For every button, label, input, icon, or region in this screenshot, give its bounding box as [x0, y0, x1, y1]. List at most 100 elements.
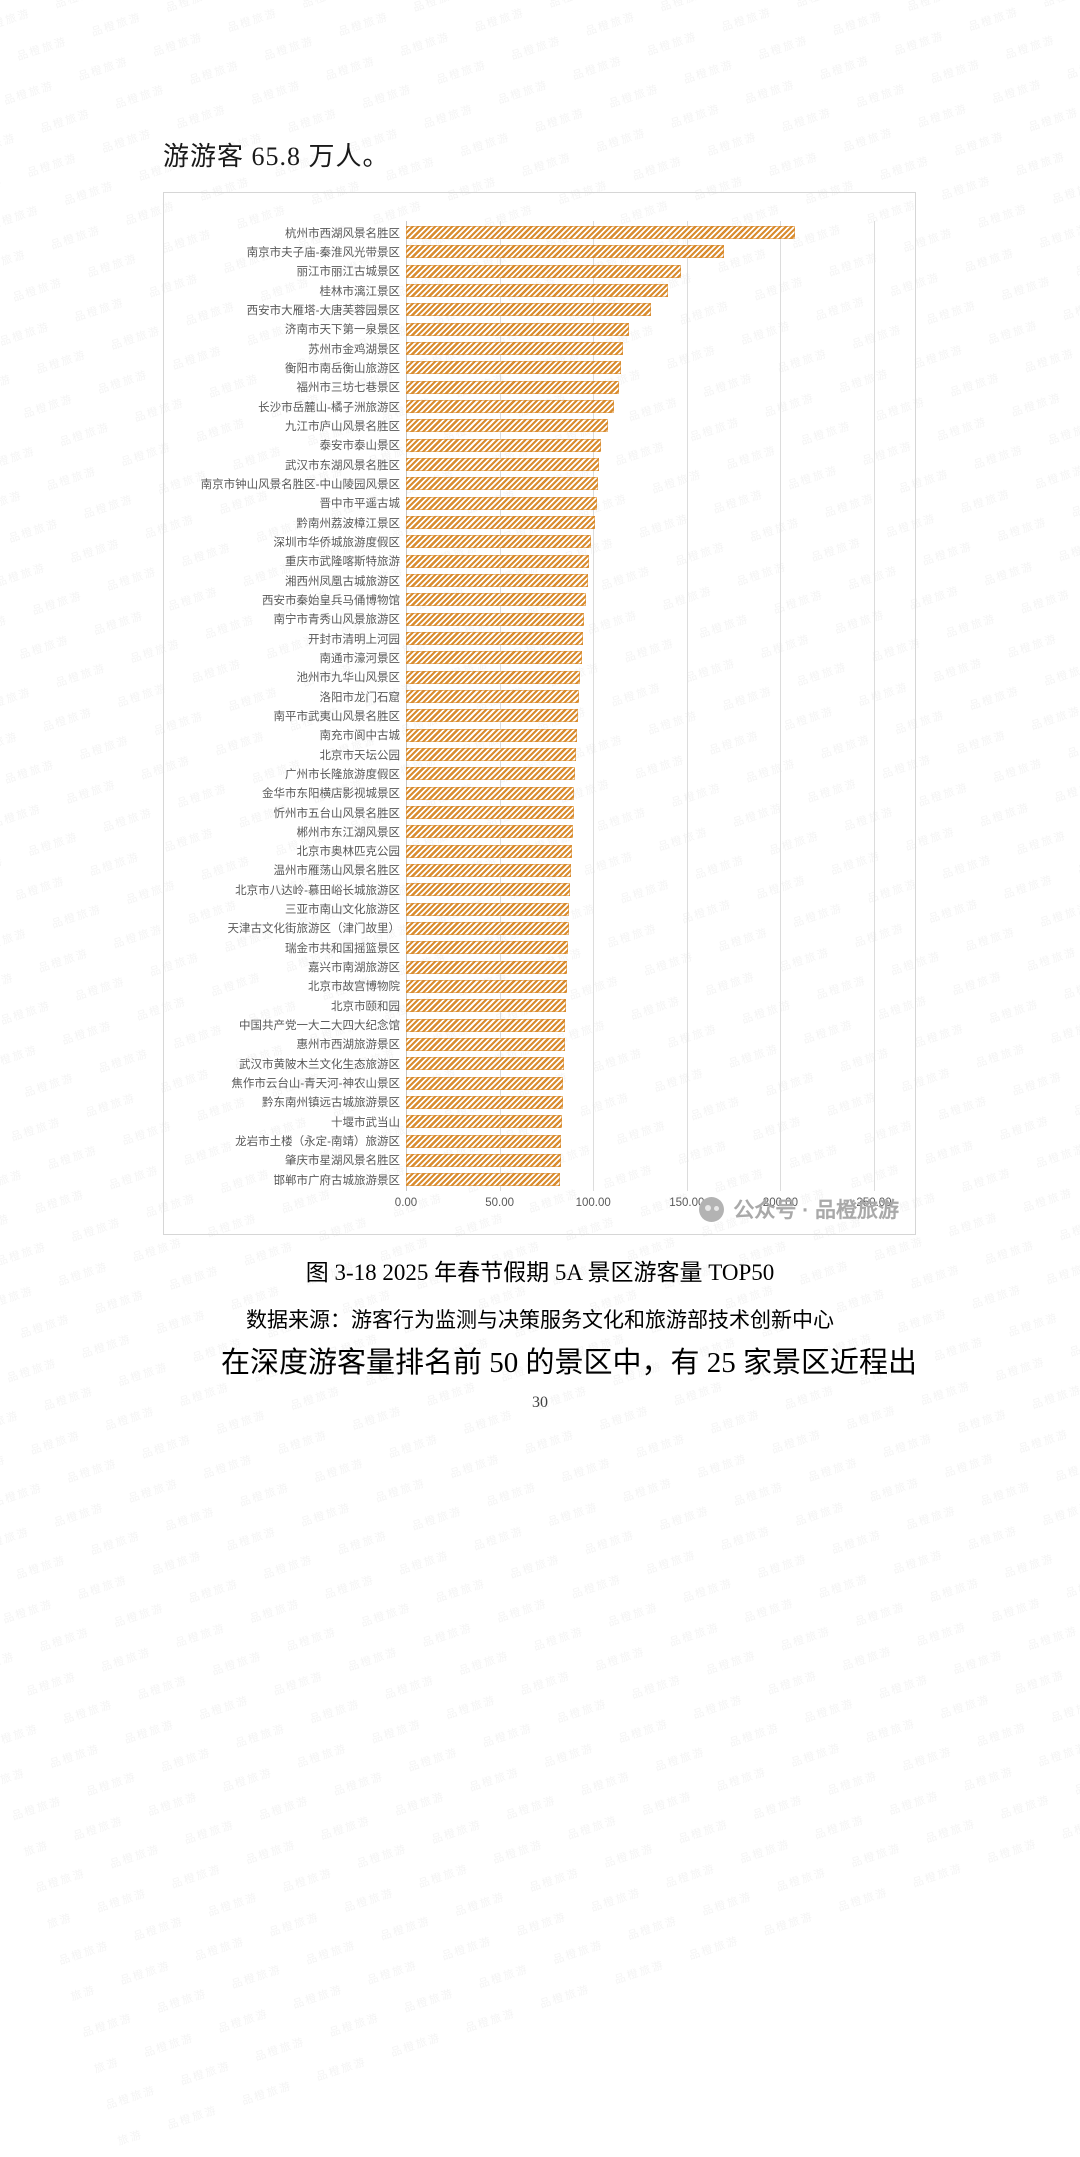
chart-row: 湘西州凤凰古城旅游区: [164, 571, 874, 590]
category-label: 北京市奥林匹克公园: [296, 846, 401, 859]
category-label: 十堰市武当山: [331, 1116, 400, 1129]
category-label: 湘西州凤凰古城旅游区: [285, 575, 400, 588]
x-tick-label: 100.00: [575, 1197, 611, 1209]
chart-row: 北京市奥林匹克公园: [164, 842, 874, 861]
category-label: 黔南州荔波樟江景区: [296, 517, 401, 530]
category-label: 西安市秦始皇兵马俑博物馆: [262, 594, 400, 607]
bar: [406, 361, 622, 375]
chart: 杭州市西湖风景名胜区 南京市夫子庙-秦淮风光带景区 丽江市丽江古城景区 桂林市漓江景区…: [163, 192, 916, 1235]
bar: [406, 380, 620, 394]
x-tick-label: 0.00: [394, 1197, 418, 1209]
bar-track: [406, 535, 874, 549]
bar: [406, 921, 569, 935]
bar-track: [406, 400, 874, 414]
bar: [406, 400, 614, 414]
chart-row: 九江市庐山风景名胜区: [164, 416, 874, 435]
bar-track: [406, 921, 874, 935]
category-label: 开封市清明上河园: [308, 633, 400, 646]
bar-track: [406, 748, 874, 762]
bar: [406, 1018, 566, 1032]
bar: [406, 844, 572, 858]
chart-row: 丽江市丽江古城景区: [164, 262, 874, 281]
bar: [406, 902, 569, 916]
bar: [406, 632, 583, 646]
category-label: 长沙市岳麓山-橘子洲旅游区: [258, 401, 400, 414]
bar-track: [406, 941, 874, 955]
chart-row: 南京市夫子庙-秦淮风光带景区: [164, 242, 874, 261]
chart-row: 苏州市金鸡湖景区: [164, 339, 874, 358]
bar-track: [406, 284, 874, 298]
category-label: 焦作市云台山-青天河-神农山景区: [231, 1078, 400, 1091]
bar: [406, 264, 682, 278]
category-label: 忻州市五台山风景名胜区: [273, 807, 401, 820]
chart-row: 邯郸市广府古城旅游景区: [164, 1170, 874, 1189]
bar-track: [406, 960, 874, 974]
bar-track: [406, 670, 874, 684]
category-label: 南京市钟山风景名胜区-中山陵园风景区: [200, 478, 400, 491]
chart-row: 南充市阆中古城: [164, 726, 874, 745]
chart-row: 惠州市西湖旅游景区: [164, 1035, 874, 1054]
chart-row: 北京市天坛公园: [164, 745, 874, 764]
category-label: 广州市长隆旅游度假区: [285, 768, 400, 781]
bar-track: [406, 728, 874, 742]
chart-row: 北京市故宫博物院: [164, 977, 874, 996]
bar-track: [406, 1115, 874, 1129]
chart-row: 广州市长隆旅游度假区: [164, 764, 874, 783]
bar: [406, 284, 669, 298]
bar: [406, 999, 567, 1013]
bar: [406, 690, 580, 704]
bar-track: [406, 1076, 874, 1090]
gridline: [406, 221, 407, 1191]
bar: [406, 1173, 561, 1187]
bar: [406, 458, 599, 472]
bar: [406, 670, 581, 684]
bar: [406, 728, 578, 742]
chart-row: 黔南州荔波樟江景区: [164, 513, 874, 532]
bar: [406, 303, 652, 317]
bar: [406, 554, 590, 568]
chart-row: 龙岩市土楼（永定-南靖）旅游区: [164, 1131, 874, 1150]
category-label: 泰安市泰山景区: [319, 440, 401, 453]
bar-track: [406, 1018, 874, 1032]
category-label: 武汉市东湖风景名胜区: [285, 459, 400, 472]
category-label: 龙岩市土楼（永定-南靖）旅游区: [235, 1136, 400, 1149]
category-label: 福州市三坊七巷景区: [296, 382, 401, 395]
category-label: 武汉市黄陂木兰文化生态旅游区: [239, 1058, 400, 1071]
bar-track: [406, 979, 874, 993]
chart-row: 瑞金市共和国摇篮景区: [164, 938, 874, 957]
category-label: 中国共产党一大二大四大纪念馆: [239, 1020, 400, 1033]
category-label: 肇庆市星湖风景名胜区: [285, 1155, 400, 1168]
bar-track: [406, 1134, 874, 1148]
bar: [406, 516, 596, 530]
chart-row: 金华市东阳横店影视城景区: [164, 784, 874, 803]
figure-caption: 图 3-18 2025 年春节假期 5A 景区游客量 TOP50: [305, 1260, 775, 1285]
chart-row: 武汉市东湖风景名胜区: [164, 455, 874, 474]
gridline: [780, 221, 782, 1191]
bar-track: [406, 883, 874, 897]
bar-track: [406, 516, 874, 530]
bar-track: [406, 632, 874, 646]
bar-track: [406, 322, 874, 336]
chart-row: 北京市八达岭-慕田峪长城旅游区: [164, 880, 874, 899]
bar: [406, 245, 725, 259]
bar-track: [406, 477, 874, 491]
bar-track: [406, 419, 874, 433]
bar: [406, 960, 567, 974]
bar: [406, 806, 574, 819]
bar: [406, 883, 570, 897]
bar-track: [406, 342, 874, 356]
category-label: 桂林市漓江景区: [319, 285, 401, 298]
bar-track: [406, 844, 874, 858]
chart-row: 郴州市东江湖风景区: [164, 822, 874, 841]
bar: [406, 786, 575, 800]
gridline: [499, 221, 501, 1191]
bar-track: [406, 593, 874, 607]
chart-row: 肇庆市星湖风景名胜区: [164, 1151, 874, 1170]
bar: [406, 767, 576, 781]
bar-track: [406, 438, 874, 452]
bar-track: [406, 806, 874, 819]
bar-track: [406, 264, 874, 278]
category-label: 深圳市华侨城旅游度假区: [273, 536, 401, 549]
bar-track: [406, 496, 874, 510]
x-tick-label: 200.00: [762, 1197, 798, 1209]
